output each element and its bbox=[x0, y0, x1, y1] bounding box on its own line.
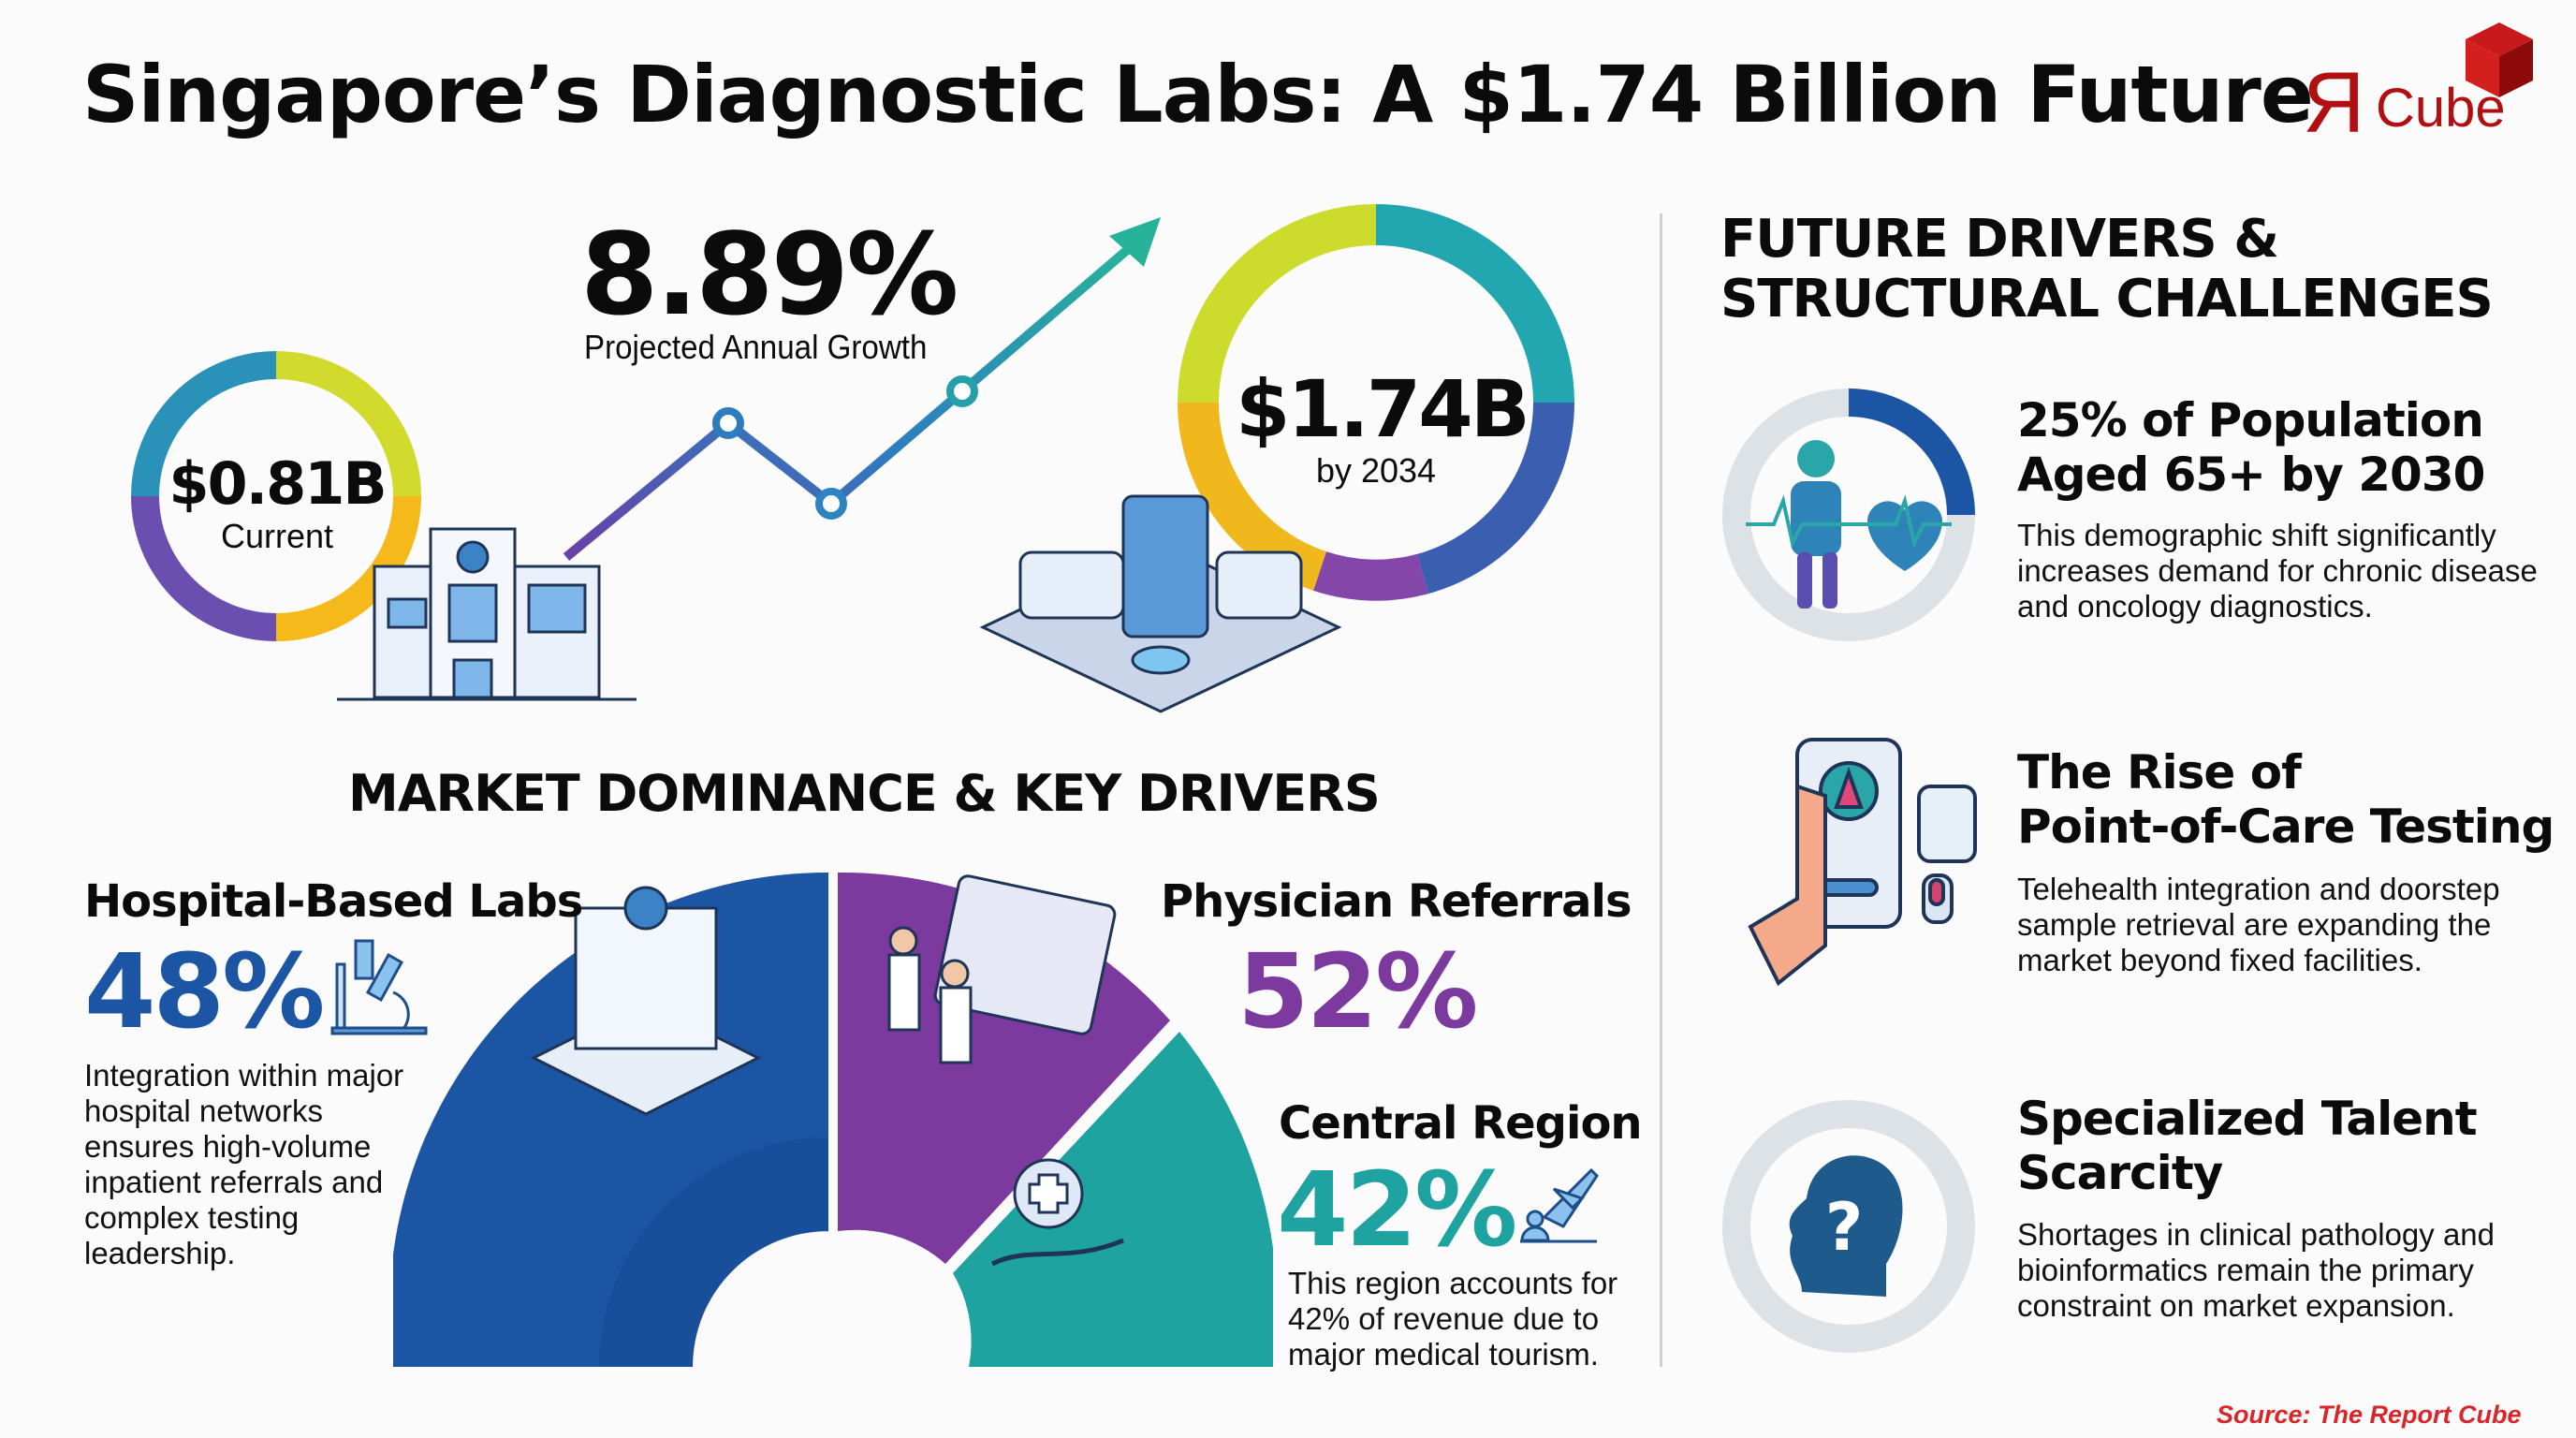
central-region-desc: This region accounts for 42% of revenue … bbox=[1288, 1266, 1618, 1372]
page-title: Singapore’s Diagnostic Labs: A $1.74 Bil… bbox=[82, 49, 2314, 140]
doctors-screen-icon bbox=[887, 874, 1117, 1064]
question-mark-glyph: ? bbox=[1825, 1189, 1864, 1266]
aging-population-desc: This demographic shift significantly inc… bbox=[2017, 518, 2538, 624]
column-divider bbox=[1660, 213, 1662, 1367]
logo-mark: Я bbox=[2303, 55, 2365, 151]
point-of-care-desc: Telehealth integration and doorstep samp… bbox=[2017, 872, 2500, 977]
growth-graphic bbox=[131, 204, 1574, 713]
hospital-building-icon bbox=[337, 527, 637, 701]
phone-test-device-icon bbox=[1748, 738, 1977, 987]
futuristic-lab-icon bbox=[979, 494, 1342, 713]
cagr-value: 8.89% bbox=[580, 211, 959, 341]
microscope-icon bbox=[330, 939, 428, 1035]
drivers-title-line1: FUTURE DRIVERS & bbox=[1720, 209, 2279, 270]
future-market-label: by 2034 bbox=[1315, 451, 1437, 490]
talent-scarcity-desc: Shortages in clinical pathology and bioi… bbox=[2017, 1217, 2496, 1323]
central-region-pct: 42% bbox=[1277, 1150, 1517, 1269]
point-of-care-title: The Rise of Point-of-Care Testing bbox=[2017, 745, 2554, 854]
future-donut bbox=[1178, 204, 1574, 601]
head-question-icon: ? bbox=[1722, 1100, 1975, 1353]
talent-scarcity-title: Specialized Talent Scarcity bbox=[2017, 1092, 2478, 1200]
aging-title-line1: 25% of Population bbox=[2017, 393, 2484, 448]
drivers-section-title: FUTURE DRIVERS & STRUCTURAL CHALLENGES bbox=[1720, 209, 2494, 330]
aging-title-line2: Aged 65+ by 2030 bbox=[2017, 448, 2485, 502]
poc-title-line2: Point-of-Care Testing bbox=[2017, 800, 2554, 854]
current-donut bbox=[131, 351, 421, 641]
driver-icons: ? bbox=[1722, 389, 1977, 1353]
market-section-title: MARKET DOMINANCE & KEY DRIVERS bbox=[348, 764, 1381, 823]
hospital-labs-desc: Integration within major hospital networ… bbox=[84, 1058, 404, 1270]
cagr-label: Projected Annual Growth bbox=[584, 328, 928, 366]
source-credit: Source: The Report Cube bbox=[2217, 1401, 2522, 1429]
drivers-title-line2: STRUCTURAL CHALLENGES bbox=[1720, 269, 2494, 330]
logo-text: Cube bbox=[2376, 78, 2506, 139]
talent-title-line2: Scarcity bbox=[2017, 1146, 2223, 1200]
current-market-label: Current bbox=[220, 517, 334, 555]
current-market-value: $0.81B bbox=[168, 449, 387, 518]
central-region-label: Central Region bbox=[1279, 1097, 1643, 1150]
airplane-tourism-icon bbox=[1520, 1167, 1599, 1243]
elderly-heartbeat-icon bbox=[1722, 389, 1975, 641]
cube-icon bbox=[2466, 22, 2533, 97]
talent-title-line1: Specialized Talent bbox=[2017, 1092, 2478, 1146]
poc-title-line1: The Rise of bbox=[2017, 745, 2302, 800]
hospital-labs-pct: 48% bbox=[84, 932, 325, 1051]
physician-referrals-label: Physician Referrals bbox=[1161, 875, 1632, 928]
aging-population-title: 25% of Population Aged 65+ by 2030 bbox=[2017, 393, 2485, 502]
hand-cross-icon bbox=[990, 1158, 1124, 1267]
hospital-lab-icon bbox=[530, 886, 762, 1116]
hospital-labs-label: Hospital-Based Labs bbox=[84, 875, 583, 928]
physician-referrals-pct: 52% bbox=[1237, 932, 1478, 1051]
market-half-donut bbox=[393, 872, 1273, 1367]
future-market-value: $1.74B bbox=[1236, 363, 1530, 455]
rcube-logo: Я Cube bbox=[2303, 19, 2546, 151]
